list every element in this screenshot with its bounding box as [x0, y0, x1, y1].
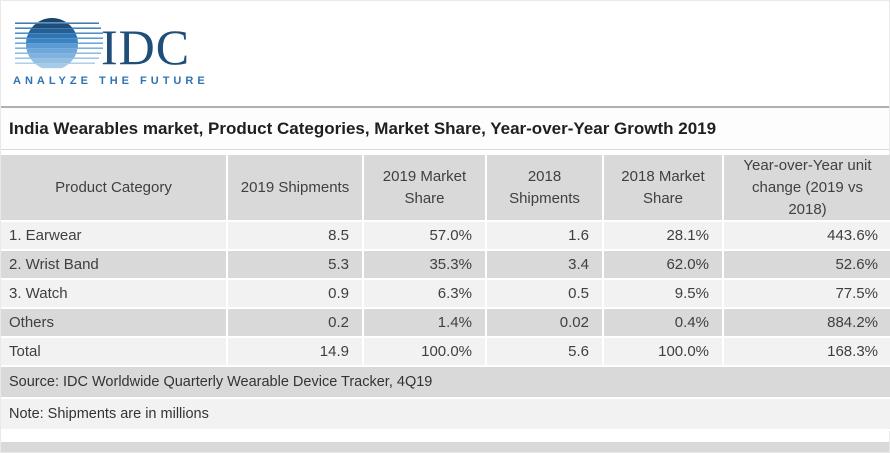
cell-yoy-change: 77.5%	[722, 278, 890, 310]
source-note: Source: IDC Worldwide Quarterly Wearable…	[1, 365, 890, 400]
table-row-wrist-band: 2. Wrist Band 5.3 35.3% 3.4 62.0% 52.6%	[1, 249, 890, 281]
logo-band: IDC ANALYZE THE FUTURE	[1, 1, 889, 108]
cell-2018-share: 0.4%	[602, 307, 724, 339]
cell-2018-shipments: 3.4	[485, 249, 604, 281]
table-row-others: Others 0.2 1.4% 0.02 0.4% 884.2%	[1, 307, 890, 339]
cell-2018-share: 28.1%	[602, 220, 724, 252]
cell-yoy-change: 52.6%	[722, 249, 890, 281]
cell-2019-shipments: 8.5	[226, 220, 364, 252]
cell-2019-shipments: 0.9	[226, 278, 364, 310]
col-2019-shipments: 2019 Shipments	[226, 155, 364, 223]
note-row: Note: Shipments are in millions	[1, 397, 890, 432]
col-2018-market-share: 2018 Market Share	[602, 155, 724, 223]
cell-2019-shipments: 5.3	[226, 249, 364, 281]
cell-2019-share: 1.4%	[362, 307, 487, 339]
wearables-table: Product Category 2019 Shipments 2019 Mar…	[1, 155, 890, 432]
table-header-row: Product Category 2019 Shipments 2019 Mar…	[1, 155, 890, 223]
cell-2018-shipments: 0.02	[485, 307, 604, 339]
cell-2018-shipments: 0.5	[485, 278, 604, 310]
cell-2019-share: 57.0%	[362, 220, 487, 252]
shipments-note: Note: Shipments are in millions	[1, 397, 890, 432]
table-row-total: Total 14.9 100.0% 5.6 100.0% 168.3%	[1, 336, 890, 368]
cell-category: 2. Wrist Band	[1, 249, 228, 281]
col-2019-market-share: 2019 Market Share	[362, 155, 487, 223]
cell-yoy-change: 168.3%	[722, 336, 890, 368]
cell-category: Others	[1, 307, 228, 339]
col-yoy-unit-change: Year-over-Year unit change (2019 vs 2018…	[722, 155, 890, 223]
source-row: Source: IDC Worldwide Quarterly Wearable…	[1, 365, 890, 400]
cell-2019-share: 6.3%	[362, 278, 487, 310]
cell-2019-shipments: 14.9	[226, 336, 364, 368]
idc-globe-icon	[15, 18, 103, 69]
cell-category: 3. Watch	[1, 278, 228, 310]
table-row-earwear: 1. Earwear 8.5 57.0% 1.6 28.1% 443.6%	[1, 220, 890, 252]
cell-2018-share: 62.0%	[602, 249, 724, 281]
page-title: India Wearables market, Product Categori…	[9, 118, 717, 138]
cell-2018-share: 9.5%	[602, 278, 724, 310]
idc-logo: IDC	[13, 18, 889, 75]
idc-logo-text: IDC	[101, 19, 191, 75]
idc-tagline: ANALYZE THE FUTURE	[13, 75, 209, 87]
cell-2019-share: 35.3%	[362, 249, 487, 281]
title-band: India Wearables market, Product Categori…	[1, 108, 889, 150]
cell-2018-shipments: 5.6	[485, 336, 604, 368]
cell-category: 1. Earwear	[1, 220, 228, 252]
bottom-strip	[1, 440, 889, 452]
cell-category: Total	[1, 336, 228, 368]
col-2018-shipments: 2018 Shipments	[485, 155, 604, 223]
cell-2018-share: 100.0%	[602, 336, 724, 368]
cell-2019-share: 100.0%	[362, 336, 487, 368]
table-row-watch: 3. Watch 0.9 6.3% 0.5 9.5% 77.5%	[1, 278, 890, 310]
cell-2019-shipments: 0.2	[226, 307, 364, 339]
cell-yoy-change: 443.6%	[722, 220, 890, 252]
col-product-category: Product Category	[1, 155, 228, 223]
cell-2018-shipments: 1.6	[485, 220, 604, 252]
cell-yoy-change: 884.2%	[722, 307, 890, 339]
table-gap	[1, 150, 889, 155]
